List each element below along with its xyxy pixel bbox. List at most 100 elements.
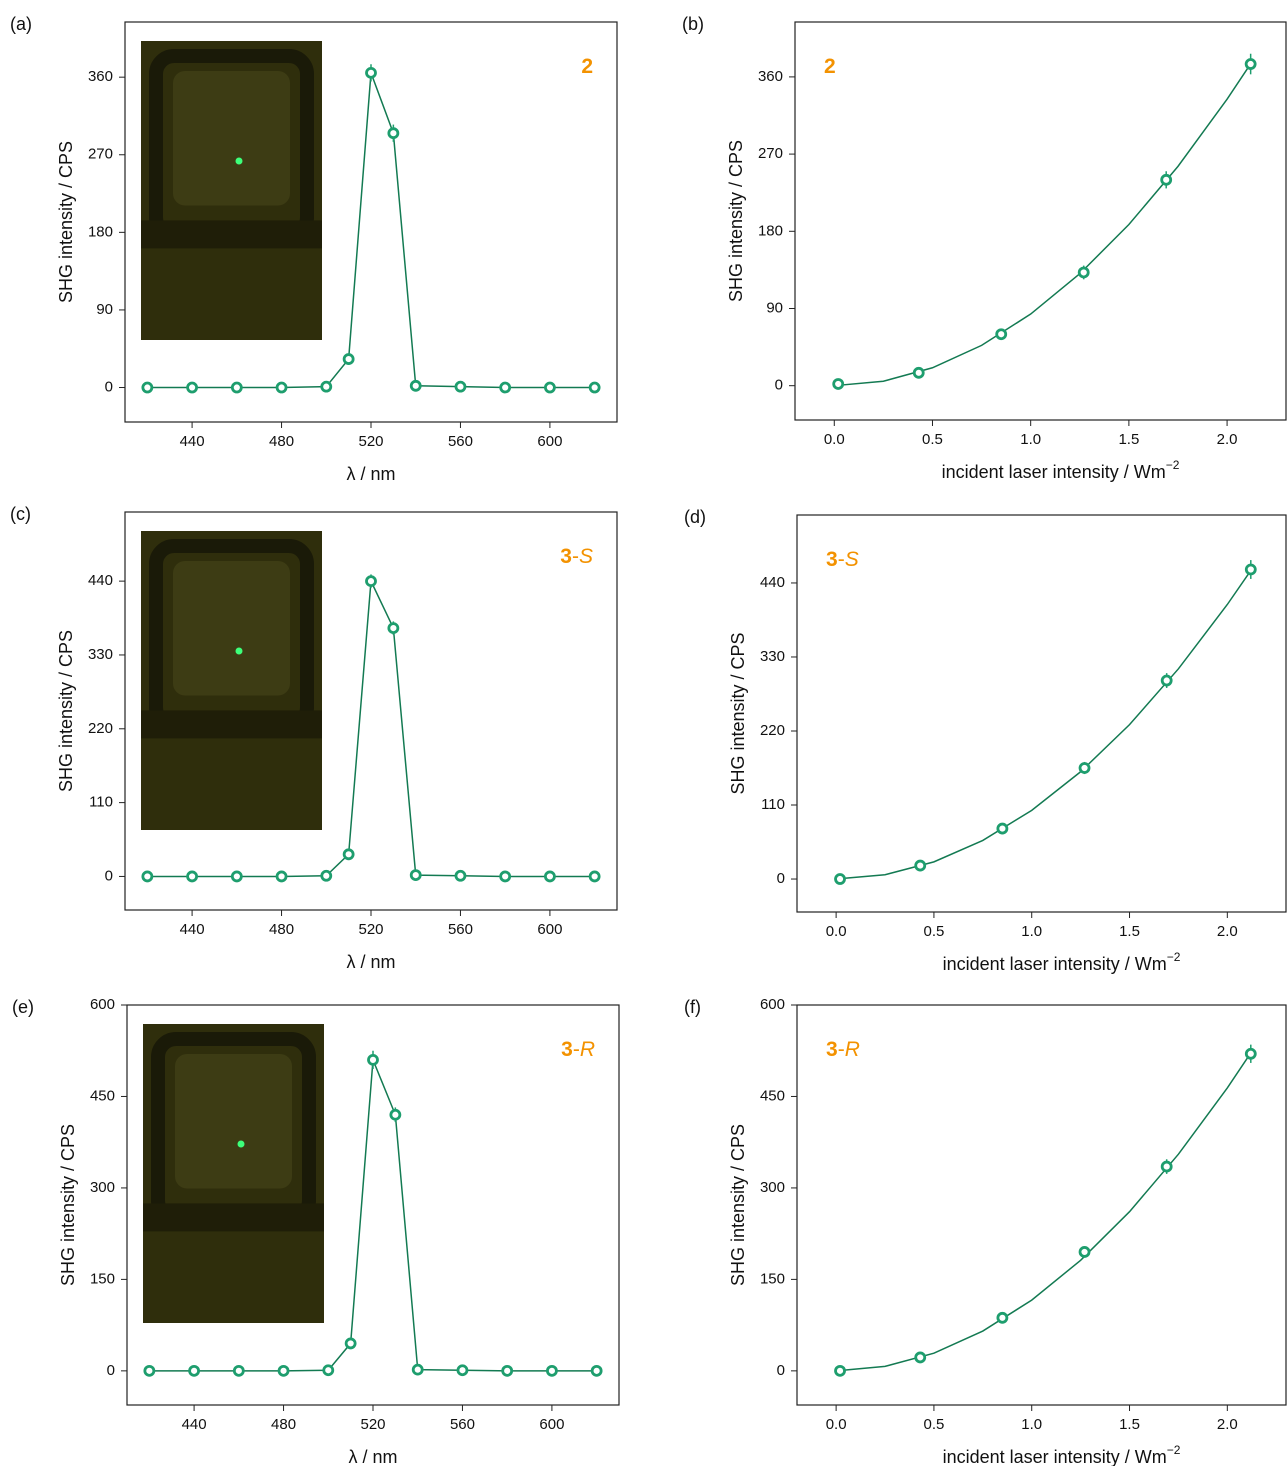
x-tick-label: 2.0 bbox=[1217, 923, 1238, 940]
data-point bbox=[409, 379, 422, 392]
data-point bbox=[1160, 674, 1173, 687]
photo-panel bbox=[175, 1054, 292, 1189]
data-point bbox=[834, 873, 846, 885]
x-tick-label: 480 bbox=[269, 433, 294, 450]
data-point bbox=[342, 353, 355, 365]
x-tick-label: 1.0 bbox=[1020, 431, 1041, 448]
data-point bbox=[454, 380, 467, 393]
x-tick-label: 520 bbox=[360, 1416, 385, 1433]
data-point bbox=[1244, 563, 1257, 576]
data-point bbox=[143, 1364, 156, 1377]
inset-photo bbox=[141, 41, 322, 340]
x-tick-label: 0.0 bbox=[824, 431, 845, 448]
data-point bbox=[590, 1364, 603, 1377]
y-axis-label: SHG intensity / CPS bbox=[726, 140, 746, 302]
data-point bbox=[186, 870, 198, 883]
x-tick-label: 0.0 bbox=[826, 1416, 847, 1433]
panel-label: (d) bbox=[684, 507, 706, 527]
sample-label-part: 2 bbox=[824, 55, 836, 78]
data-point bbox=[320, 380, 333, 393]
x-tick-label: 0.5 bbox=[922, 431, 943, 448]
data-point bbox=[344, 1337, 357, 1350]
data-point bbox=[275, 381, 288, 394]
data-point bbox=[411, 1363, 424, 1376]
panel-label: (e) bbox=[12, 997, 34, 1017]
x-axis-label: incident laser intensity / Wm−2 bbox=[943, 950, 1181, 974]
data-point bbox=[367, 1053, 379, 1066]
data-point bbox=[1077, 266, 1090, 279]
x-axis-label: incident laser intensity / Wm−2 bbox=[942, 458, 1180, 482]
photo-spot bbox=[235, 647, 243, 655]
y-axis-label: SHG intensity / CPS bbox=[58, 1124, 78, 1286]
data-point bbox=[1244, 1047, 1257, 1060]
photo-spot bbox=[237, 1140, 245, 1148]
x-tick-label: 480 bbox=[271, 1416, 296, 1433]
photo-panel bbox=[173, 561, 290, 696]
photo-panel bbox=[173, 71, 290, 206]
x-tick-label: 440 bbox=[180, 921, 205, 938]
x-tick-label: 440 bbox=[182, 1416, 207, 1433]
x-axis-label-text: λ / nm bbox=[346, 952, 395, 972]
x-tick-label: 0.5 bbox=[923, 1416, 944, 1433]
data-point bbox=[996, 1311, 1009, 1324]
x-tick-label: 520 bbox=[358, 921, 383, 938]
data-point bbox=[277, 1364, 290, 1377]
data-point bbox=[834, 1364, 846, 1377]
y-tick-label: 180 bbox=[758, 222, 783, 239]
fit-curve bbox=[836, 1052, 1252, 1372]
x-axis-label-text: incident laser intensity / Wm bbox=[943, 954, 1167, 974]
sample-label-part: S bbox=[579, 545, 593, 568]
x-tick-label: 600 bbox=[539, 1416, 564, 1433]
y-tick-label: 0 bbox=[105, 867, 113, 884]
data-point bbox=[588, 381, 601, 394]
data-point bbox=[456, 1364, 469, 1377]
y-axis-label: SHG intensity / CPS bbox=[728, 1124, 748, 1286]
plot-frame bbox=[796, 514, 1287, 913]
y-axis-label: SHG intensity / CPS bbox=[728, 632, 748, 794]
x-tick-label: 600 bbox=[537, 433, 562, 450]
data-point bbox=[1160, 1160, 1173, 1173]
x-tick-label: 600 bbox=[537, 921, 562, 938]
data-point bbox=[188, 1364, 200, 1377]
y-tick-label: 0 bbox=[777, 870, 785, 887]
data-point bbox=[588, 870, 601, 883]
y-tick-label: 150 bbox=[90, 1270, 115, 1287]
data-point bbox=[914, 859, 927, 872]
y-tick-label: 360 bbox=[88, 68, 113, 85]
sample-label: 3-S bbox=[826, 548, 859, 571]
data-point bbox=[365, 575, 377, 588]
sample-label-part: 3 bbox=[826, 1038, 838, 1061]
fit-curve bbox=[834, 63, 1252, 387]
y-tick-label: 450 bbox=[90, 1087, 115, 1104]
x-tick-label: 560 bbox=[448, 921, 473, 938]
data-point bbox=[232, 1364, 245, 1377]
data-point bbox=[1078, 762, 1091, 774]
y-tick-label: 270 bbox=[758, 145, 783, 162]
data-point bbox=[322, 1364, 335, 1377]
y-tick-label: 90 bbox=[766, 299, 783, 316]
x-tick-label: 560 bbox=[448, 433, 473, 450]
y-tick-label: 150 bbox=[760, 1270, 785, 1287]
data-point bbox=[1078, 1246, 1091, 1258]
y-tick-label: 440 bbox=[760, 574, 785, 591]
y-tick-label: 220 bbox=[88, 720, 113, 737]
y-axis-label: SHG intensity / CPS bbox=[56, 630, 76, 792]
photo-spot bbox=[235, 157, 243, 165]
panel-label: (a) bbox=[10, 14, 32, 34]
sample-label-part: S bbox=[845, 548, 859, 571]
sample-label-part: - bbox=[838, 1038, 845, 1061]
photo-bar bbox=[143, 1203, 324, 1232]
y-tick-label: 300 bbox=[760, 1179, 785, 1196]
plot-frame bbox=[796, 1004, 1287, 1406]
data-point bbox=[1160, 173, 1173, 186]
x-tick-label: 2.0 bbox=[1217, 1416, 1238, 1433]
x-axis-label-sup: −2 bbox=[1166, 458, 1180, 472]
y-tick-label: 110 bbox=[761, 796, 785, 813]
x-tick-label: 0.0 bbox=[826, 923, 847, 940]
data-point bbox=[914, 1351, 927, 1364]
sample-label: 3-R bbox=[561, 1038, 595, 1061]
x-axis-label-text: λ / nm bbox=[346, 464, 395, 484]
y-tick-label: 0 bbox=[105, 378, 113, 395]
sample-label-part: 3 bbox=[560, 545, 572, 568]
